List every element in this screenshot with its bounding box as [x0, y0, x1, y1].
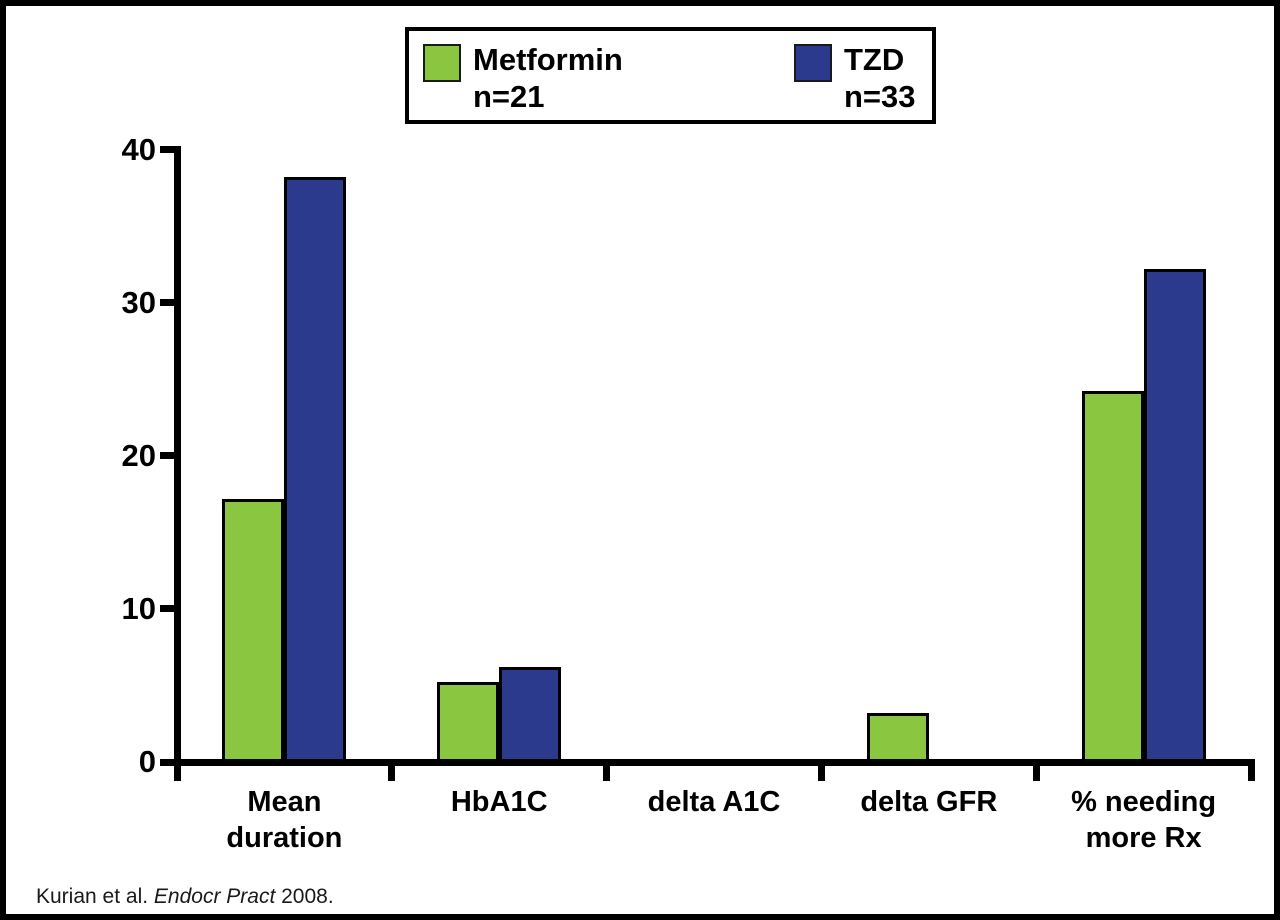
x-axis-category-label-line: more Rx — [1085, 822, 1202, 854]
tzd-bar — [284, 177, 347, 762]
x-axis — [174, 759, 1251, 766]
citation-suffix: 2008. — [275, 885, 334, 908]
x-axis-category-label-line: duration — [226, 822, 343, 854]
citation: Kurian et al. Endocr Pract 2008. — [36, 884, 334, 910]
legend-label: Metformin — [473, 42, 623, 77]
y-axis-tick-label: 30 — [121, 284, 156, 320]
metformin-bar — [866, 713, 929, 762]
metformin-color-swatch — [423, 44, 461, 82]
bar-chart: 0 10 20 30 40 Mean duration HbA1C delta A1C delta… — [12, 12, 1280, 920]
x-axis-tick — [388, 759, 396, 781]
x-axis-category-label: % needing more Rx — [1029, 784, 1259, 856]
metformin-bar — [437, 682, 500, 762]
legend-sample-size: n=33 — [844, 79, 916, 114]
citation-prefix: Kurian et al. — [36, 885, 154, 908]
x-axis-category-label: Mean duration — [169, 784, 399, 856]
legend-text-metformin: Metformin n=21 — [473, 41, 623, 115]
x-axis-category-label-line: delta GFR — [860, 786, 998, 818]
legend-label: TZD — [844, 42, 905, 77]
legend-item-metformin: Metformin n=21 — [423, 41, 623, 115]
legend: Metformin n=21 TZD n=33 — [405, 27, 936, 124]
citation-journal: Endocr Pract — [153, 885, 276, 908]
metformin-bar — [1081, 391, 1144, 762]
x-axis-category-label: delta GFR — [814, 784, 1044, 820]
y-axis-tick-label: 10 — [121, 590, 156, 626]
x-axis-category-label-line: Mean — [247, 786, 322, 818]
x-axis-category-label-line: HbA1C — [450, 786, 548, 818]
metformin-bar — [222, 499, 285, 762]
legend-text-tzd: TZD n=33 — [844, 41, 916, 115]
y-axis-tick — [160, 146, 174, 153]
x-axis-tick — [1032, 759, 1040, 781]
y-axis-tick — [160, 452, 174, 460]
y-axis-tick — [160, 758, 174, 766]
y-axis-tick-label: 20 — [121, 437, 156, 473]
legend-sample-size: n=21 — [473, 79, 545, 114]
x-axis-tick — [1247, 759, 1255, 781]
x-axis-tick — [603, 759, 611, 781]
x-axis-category-label-line: delta A1C — [647, 786, 781, 818]
x-axis-category-label-line: % needing — [1071, 786, 1217, 818]
x-axis-tick — [817, 759, 825, 781]
y-axis — [174, 146, 181, 781]
legend-item-tzd: TZD n=33 — [794, 41, 916, 115]
y-axis-tick-label: 40 — [121, 131, 156, 167]
y-axis-tick-label: 0 — [138, 744, 156, 779]
y-axis-tick — [160, 299, 174, 307]
tzd-bar — [1143, 269, 1206, 762]
x-axis-category-label: HbA1C — [384, 784, 614, 820]
y-axis-tick — [160, 605, 174, 613]
chart-canvas: Metformin n=21 TZD n=33 0 10 20 30 40 Mean dur… — [12, 12, 1280, 920]
tzd-bar — [499, 667, 562, 762]
x-axis-category-label: delta A1C — [599, 784, 829, 820]
tzd-color-swatch — [794, 44, 832, 82]
